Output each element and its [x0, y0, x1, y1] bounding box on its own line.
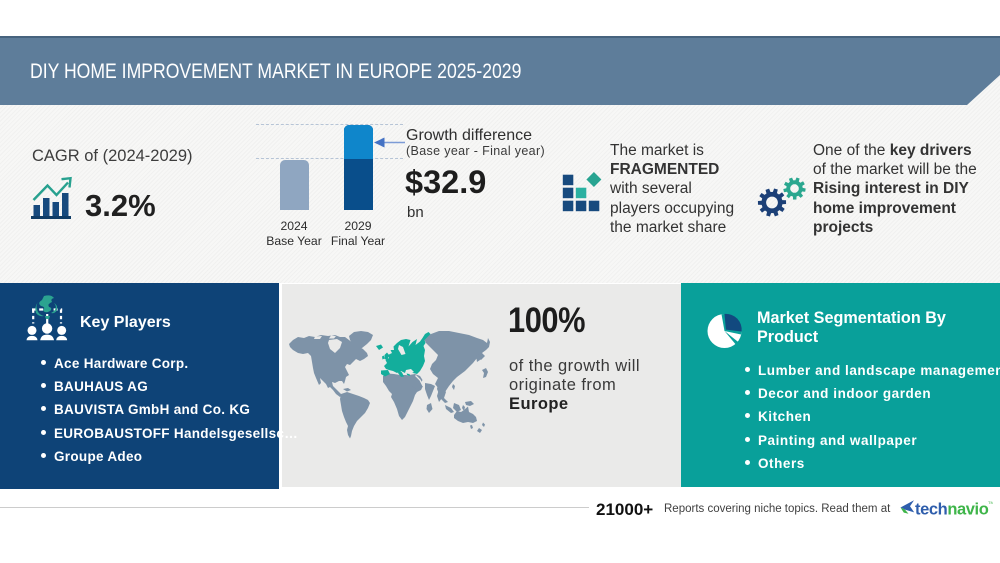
svg-text:TM: TM	[988, 500, 993, 505]
svg-text:technavio: technavio	[915, 501, 989, 519]
